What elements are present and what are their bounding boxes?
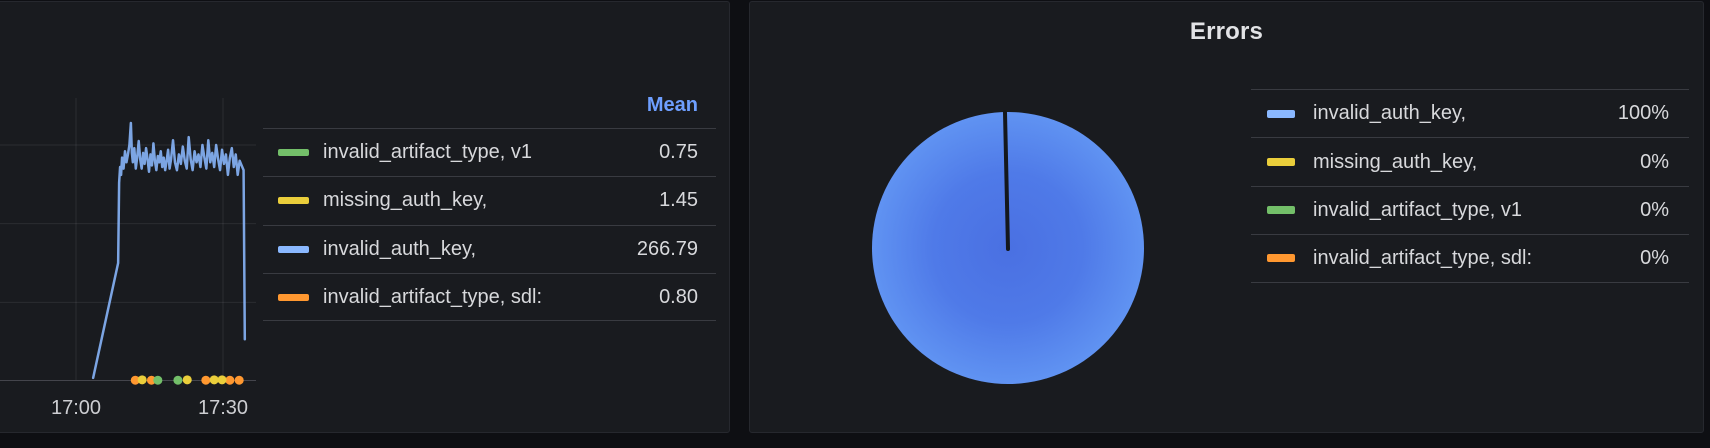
legend-row[interactable]: invalid_artifact_type, sdl: 0.80 bbox=[263, 272, 716, 322]
pie-slice-boundary bbox=[1003, 110, 1010, 251]
timeseries-panel: 17:00 17:30 Mean invalid_artifact_type, v… bbox=[0, 1, 730, 433]
legend-row[interactable]: invalid_auth_key, 100% bbox=[1251, 89, 1689, 137]
series-point bbox=[137, 375, 147, 385]
series-color-swatch bbox=[278, 149, 309, 157]
series-point bbox=[153, 375, 163, 385]
series-value: 0.80 bbox=[659, 285, 698, 308]
pie-panel: Errors invalid_auth_key, 100% missing_auth… bbox=[749, 1, 1704, 433]
legend-mean-header[interactable]: Mean bbox=[646, 93, 698, 116]
series-color-swatch bbox=[1267, 109, 1295, 118]
series-point bbox=[130, 375, 140, 385]
series-point bbox=[234, 375, 244, 385]
series-color-swatch bbox=[278, 197, 309, 205]
series-value: 266.79 bbox=[636, 237, 698, 260]
legend-rows: invalid_artifact_type, v1 0.75 missing_aut… bbox=[263, 128, 716, 322]
series-color-swatch bbox=[1267, 206, 1295, 215]
series-value: 0.75 bbox=[659, 141, 698, 164]
series-color-swatch bbox=[278, 245, 309, 253]
timeseries-canvas[interactable]: 17:00 17:30 bbox=[0, 2, 729, 432]
legend-row[interactable]: missing_auth_key, 0% bbox=[1251, 137, 1689, 185]
legend-row[interactable]: invalid_artifact_type, v1 0% bbox=[1251, 185, 1689, 234]
series-value: 0% bbox=[1640, 150, 1669, 173]
series-label: invalid_artifact_type, sdl: bbox=[1313, 246, 1533, 269]
series-point bbox=[217, 375, 227, 385]
series-label: invalid_artifact_type, v1 bbox=[323, 141, 533, 164]
pie-canvas bbox=[872, 110, 1144, 384]
series-point bbox=[209, 375, 219, 385]
series-point bbox=[225, 375, 235, 385]
x-tick-label: 17:00 bbox=[51, 397, 101, 419]
series-point bbox=[201, 375, 211, 385]
series-label: invalid_artifact_type, v1 bbox=[1313, 198, 1523, 221]
series-color-swatch bbox=[278, 293, 309, 301]
series-point bbox=[173, 375, 183, 385]
series-label: invalid_auth_key, bbox=[323, 237, 477, 260]
series-label: invalid_artifact_type, sdl: bbox=[323, 285, 543, 308]
legend-row[interactable]: invalid_artifact_type, sdl: 0% bbox=[1251, 234, 1689, 283]
legend-rows: invalid_auth_key, 100% missing_auth_key, 0%… bbox=[1251, 89, 1689, 283]
series-color-swatch bbox=[1267, 158, 1295, 167]
timeseries-legend: Mean invalid_artifact_type, v1 0.75 missin… bbox=[263, 82, 716, 322]
series-value: 100% bbox=[1617, 102, 1669, 125]
series-label: missing_auth_key, bbox=[1313, 150, 1478, 173]
legend-row[interactable]: invalid_artifact_type, v1 0.75 bbox=[263, 128, 716, 176]
series-value: 0% bbox=[1640, 198, 1669, 221]
series-label: invalid_auth_key, bbox=[1313, 102, 1467, 125]
legend-row[interactable]: missing_auth_key, 1.45 bbox=[263, 176, 716, 224]
series-value: 0% bbox=[1640, 246, 1669, 269]
panel-title[interactable]: Errors bbox=[1189, 18, 1264, 45]
series-value: 1.45 bbox=[659, 189, 698, 212]
series-line bbox=[91, 121, 247, 380]
series-point bbox=[146, 375, 156, 385]
series-color-swatch bbox=[1267, 254, 1295, 263]
series-point bbox=[182, 375, 192, 385]
legend-row[interactable]: invalid_auth_key, 266.79 bbox=[263, 224, 716, 273]
series-label: missing_auth_key, bbox=[323, 189, 488, 212]
x-tick-label: 17:30 bbox=[198, 397, 248, 419]
pie-legend: invalid_auth_key, 100% missing_auth_key, 0%… bbox=[1251, 89, 1689, 283]
